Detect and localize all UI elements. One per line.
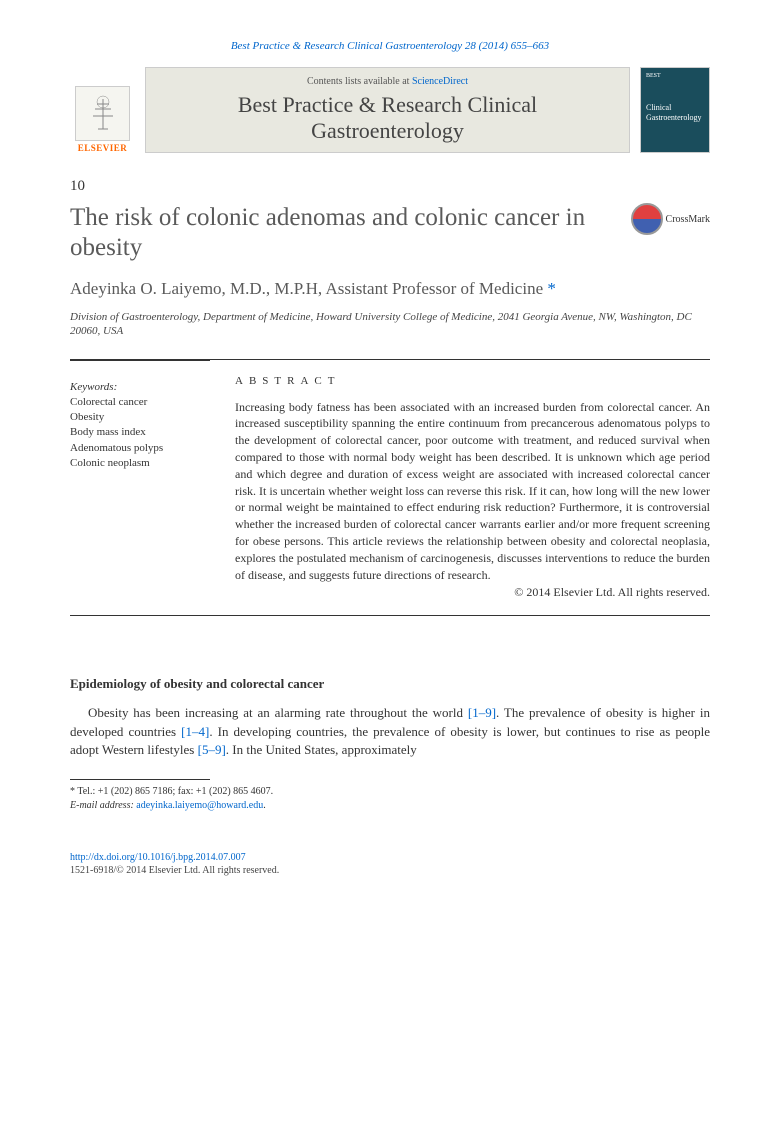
keyword: Colorectal cancer <box>70 395 210 410</box>
keywords-list: Colorectal cancer Obesity Body mass inde… <box>70 395 210 472</box>
cover-subtitle: Clinical Gastroenterology <box>646 103 704 122</box>
cover-tag: BEST <box>646 73 704 79</box>
footnote-separator <box>70 779 210 780</box>
elsevier-tree-icon <box>75 86 130 141</box>
doi-link[interactable]: http://dx.doi.org/10.1016/j.bpg.2014.07.… <box>70 851 710 864</box>
contents-prefix: Contents lists available at <box>307 76 412 87</box>
text-run: Obesity has been increasing at an alarmi… <box>88 705 468 720</box>
author-name: Adeyinka O. Laiyemo, M.D., M.P.H, Assist… <box>70 279 547 298</box>
body-paragraph: Obesity has been increasing at an alarmi… <box>70 704 710 759</box>
email-label: E-mail address: <box>70 800 136 811</box>
corresponding-asterisk: * <box>547 279 556 298</box>
abstract-text: Increasing body fatness has been associa… <box>235 399 710 584</box>
article-title: The risk of colonic adenomas and colonic… <box>70 203 616 263</box>
keyword: Body mass index <box>70 425 210 440</box>
keywords-label: Keywords: <box>70 381 210 393</box>
citation-ref[interactable]: [1–9] <box>468 705 496 720</box>
article-number: 10 <box>70 178 710 195</box>
text-run: . In the United States, approximately <box>226 742 417 757</box>
page-footer: http://dx.doi.org/10.1016/j.bpg.2014.07.… <box>70 843 710 877</box>
citation-ref[interactable]: [5–9] <box>198 742 226 757</box>
crossmark-label: CrossMark <box>666 214 710 225</box>
authors: Adeyinka O. Laiyemo, M.D., M.P.H, Assist… <box>70 278 710 300</box>
abstract-copyright: © 2014 Elsevier Ltd. All rights reserved… <box>235 585 710 600</box>
publisher-logo: ELSEVIER <box>70 67 135 153</box>
sciencedirect-link[interactable]: ScienceDirect <box>412 76 468 87</box>
abstract-section: Keywords: Colorectal cancer Obesity Body… <box>70 359 710 617</box>
section-heading: Epidemiology of obesity and colorectal c… <box>70 676 710 692</box>
contents-available: Contents lists available at ScienceDirec… <box>161 76 614 87</box>
keywords-column: Keywords: Colorectal cancer Obesity Body… <box>70 360 210 601</box>
journal-banner: Contents lists available at ScienceDirec… <box>145 67 630 153</box>
keyword: Adenomatous polyps <box>70 441 210 456</box>
citation-ref[interactable]: [1–4] <box>181 724 209 739</box>
keyword: Colonic neoplasm <box>70 456 210 471</box>
email-suffix: . <box>263 800 266 811</box>
footnote-tel: * Tel.: +1 (202) 865 7186; fax: +1 (202)… <box>70 785 710 799</box>
abstract-column: ABSTRACT Increasing body fatness has bee… <box>235 375 710 601</box>
email-link[interactable]: adeyinka.laiyemo@howard.edu <box>136 800 263 811</box>
abstract-heading: ABSTRACT <box>235 375 710 387</box>
issn-copyright: 1521-6918/© 2014 Elsevier Ltd. All right… <box>70 864 710 877</box>
journal-name: Best Practice & Research Clinical Gastro… <box>161 92 614 144</box>
crossmark-widget[interactable]: CrossMark <box>631 203 710 235</box>
journal-header: ELSEVIER Contents lists available at Sci… <box>70 67 710 153</box>
publisher-name: ELSEVIER <box>78 143 128 153</box>
footnote-email: E-mail address: adeyinka.laiyemo@howard.… <box>70 799 710 813</box>
citation-header: Best Practice & Research Clinical Gastro… <box>70 40 710 52</box>
journal-cover-thumbnail: BEST Clinical Gastroenterology <box>640 67 710 153</box>
keyword: Obesity <box>70 410 210 425</box>
crossmark-icon <box>631 203 663 235</box>
affiliation: Division of Gastroenterology, Department… <box>70 310 710 339</box>
